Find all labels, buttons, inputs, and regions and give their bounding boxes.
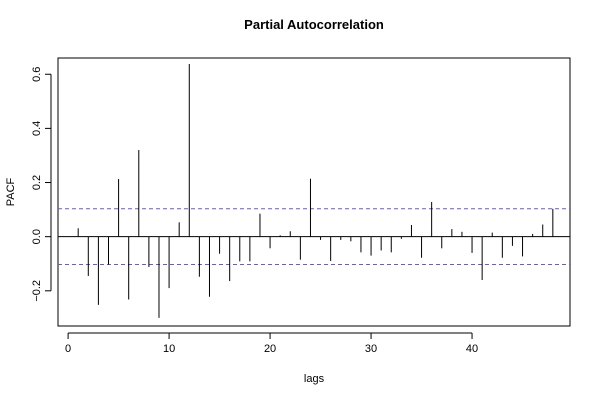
x-tick-label: 40 bbox=[466, 343, 478, 355]
y-tick-label: 0.0 bbox=[31, 229, 43, 244]
x-axis-label: lags bbox=[304, 373, 325, 385]
pacf-spikes bbox=[77, 63, 554, 318]
y-tick-label: 0.2 bbox=[31, 175, 43, 190]
x-tick-label: 20 bbox=[264, 343, 276, 355]
y-axis-label: PACF bbox=[5, 177, 17, 206]
y-tick-label: 0.6 bbox=[31, 67, 43, 82]
x-axis: 0 10 20 30 40 bbox=[65, 332, 478, 355]
x-tick-label: 10 bbox=[163, 343, 175, 355]
y-tick-label: 0.4 bbox=[31, 121, 43, 136]
y-axis: −0.2 0.0 0.2 0.4 0.6 bbox=[31, 67, 52, 302]
plot-frame bbox=[57, 57, 571, 327]
x-tick-label: 30 bbox=[365, 343, 377, 355]
x-tick-label: 0 bbox=[65, 343, 71, 355]
chart-title: Partial Autocorrelation bbox=[244, 17, 384, 32]
confidence-bounds bbox=[58, 208, 570, 266]
y-tick-label: −0.2 bbox=[31, 280, 43, 302]
